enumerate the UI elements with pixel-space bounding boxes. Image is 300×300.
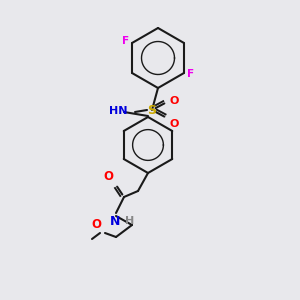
Text: O: O — [103, 170, 113, 183]
Text: HN: HN — [110, 106, 128, 116]
Text: N: N — [110, 215, 120, 228]
Text: H: H — [125, 216, 134, 226]
Text: F: F — [187, 69, 194, 79]
Text: O: O — [170, 96, 179, 106]
Text: S: S — [148, 103, 157, 116]
Text: F: F — [122, 36, 129, 46]
Text: O: O — [91, 218, 101, 231]
Text: O: O — [170, 119, 179, 129]
